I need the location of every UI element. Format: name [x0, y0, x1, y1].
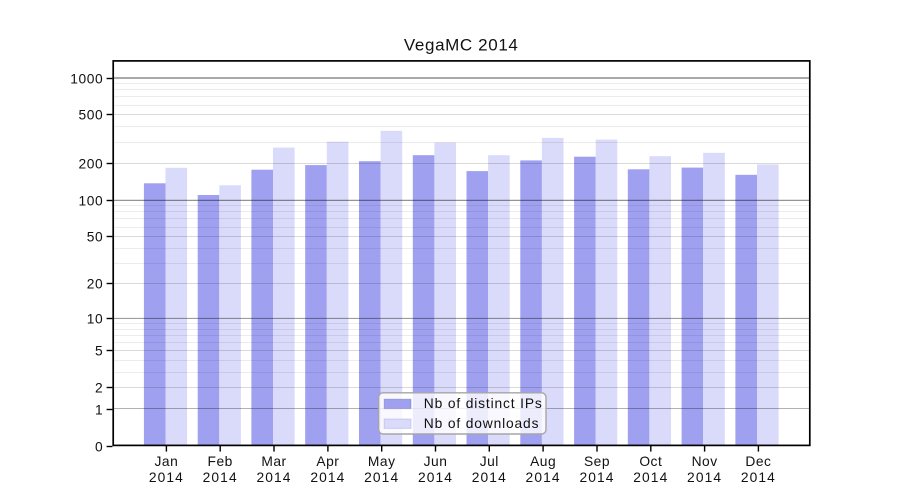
svg-text:2014: 2014: [364, 470, 399, 485]
svg-text:Nb of distinct IPs: Nb of distinct IPs: [424, 396, 543, 411]
svg-text:Jun: Jun: [424, 454, 448, 469]
svg-text:Jul: Jul: [480, 454, 499, 469]
svg-text:Apr: Apr: [316, 454, 339, 469]
svg-text:5: 5: [95, 343, 103, 358]
svg-text:0: 0: [95, 439, 103, 454]
svg-text:2014: 2014: [149, 470, 184, 485]
svg-text:VegaMC 2014: VegaMC 2014: [404, 35, 519, 54]
svg-text:2014: 2014: [256, 470, 291, 485]
svg-text:2014: 2014: [310, 470, 345, 485]
svg-text:2014: 2014: [633, 470, 668, 485]
svg-text:1000: 1000: [70, 71, 103, 86]
svg-text:2014: 2014: [687, 470, 722, 485]
svg-text:2014: 2014: [472, 470, 507, 485]
svg-text:Aug: Aug: [530, 454, 556, 469]
svg-text:1: 1: [95, 402, 103, 417]
svg-text:Nov: Nov: [692, 454, 718, 469]
svg-text:50: 50: [87, 229, 103, 244]
svg-text:Feb: Feb: [208, 454, 233, 469]
svg-text:100: 100: [79, 193, 104, 208]
svg-text:May: May: [368, 454, 396, 469]
svg-text:Sep: Sep: [584, 454, 610, 469]
svg-text:500: 500: [79, 107, 104, 122]
svg-text:2014: 2014: [203, 470, 238, 485]
svg-text:20: 20: [87, 276, 103, 291]
svg-text:Nb of downloads: Nb of downloads: [424, 416, 540, 431]
svg-text:2014: 2014: [579, 470, 614, 485]
svg-text:10: 10: [87, 311, 103, 326]
svg-text:Jan: Jan: [155, 454, 179, 469]
svg-text:Dec: Dec: [745, 454, 771, 469]
svg-text:2: 2: [95, 380, 103, 395]
svg-text:200: 200: [79, 156, 104, 171]
svg-text:2014: 2014: [741, 470, 776, 485]
svg-text:Oct: Oct: [639, 454, 662, 469]
svg-text:2014: 2014: [418, 470, 453, 485]
svg-text:Mar: Mar: [261, 454, 286, 469]
svg-text:2014: 2014: [526, 470, 561, 485]
